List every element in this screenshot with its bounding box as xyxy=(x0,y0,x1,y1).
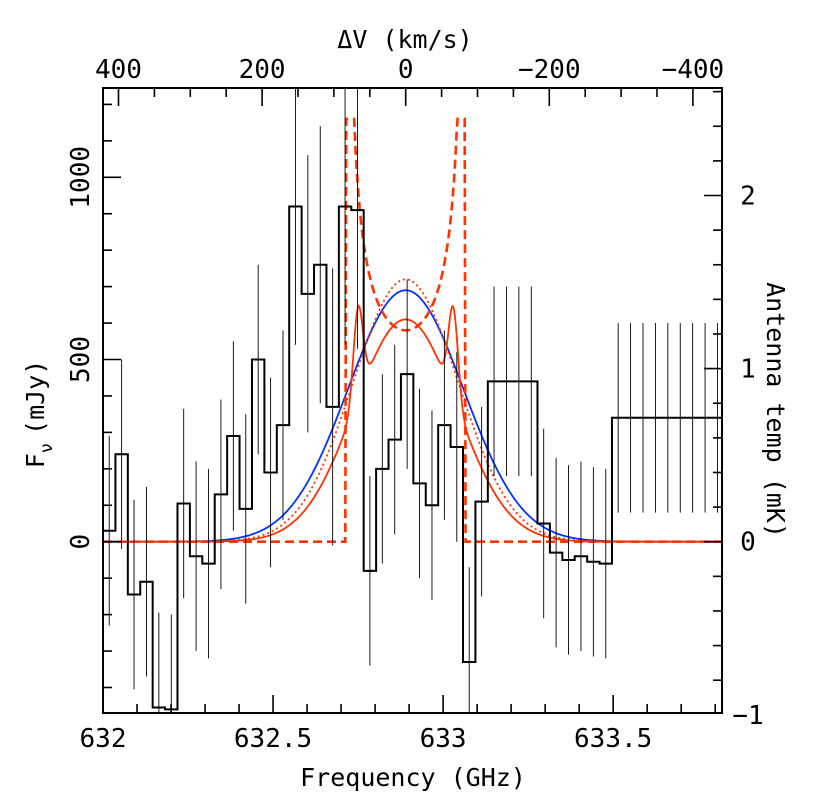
right-tick-label: −1 xyxy=(732,701,763,731)
y-axis-label-sub: ν xyxy=(37,443,57,453)
top-axis-label: ΔV (km/s) xyxy=(337,25,472,54)
y-axis-label-unit: (mJy) xyxy=(21,360,50,435)
x-tick-label: 633 xyxy=(420,724,467,754)
series-line-3 xyxy=(103,117,722,544)
y-axis-label: Fν (mJy) xyxy=(21,360,57,469)
y-axis-label-main: F xyxy=(21,453,50,468)
axes-layer: 632 632.5 633 633.5 400 200 0 −200 −400 0 500 1000 −… xyxy=(66,55,764,754)
right-tick-label: 0 xyxy=(740,528,756,558)
x-axis-label: Frequency (GHz) xyxy=(300,763,526,792)
histogram-layer xyxy=(103,88,722,713)
plot-frame xyxy=(102,87,723,714)
right-tick-label: 1 xyxy=(740,355,756,385)
top-tick-label: 0 xyxy=(398,55,414,85)
right-tick-label: 2 xyxy=(740,182,756,212)
y-tick-label: 0 xyxy=(66,534,96,550)
histogram-steps xyxy=(103,205,722,711)
x-tick-label: 633.5 xyxy=(574,724,652,754)
right-axis-label: Antenna temp (mK) xyxy=(761,282,790,538)
svg-text:Fν(mJy): Fν (mJy) xyxy=(21,360,57,469)
y-tick-label: 500 xyxy=(66,336,96,383)
series-layer xyxy=(103,117,722,544)
top-tick-label: 200 xyxy=(239,55,286,85)
y-tick-label: 1000 xyxy=(66,146,96,209)
x-tick-label: 632 xyxy=(80,724,127,754)
top-tick-label: 400 xyxy=(95,55,142,85)
top-tick-label: −400 xyxy=(662,55,725,85)
top-tick-label: −200 xyxy=(518,55,581,85)
x-tick-label: 632.5 xyxy=(234,724,312,754)
